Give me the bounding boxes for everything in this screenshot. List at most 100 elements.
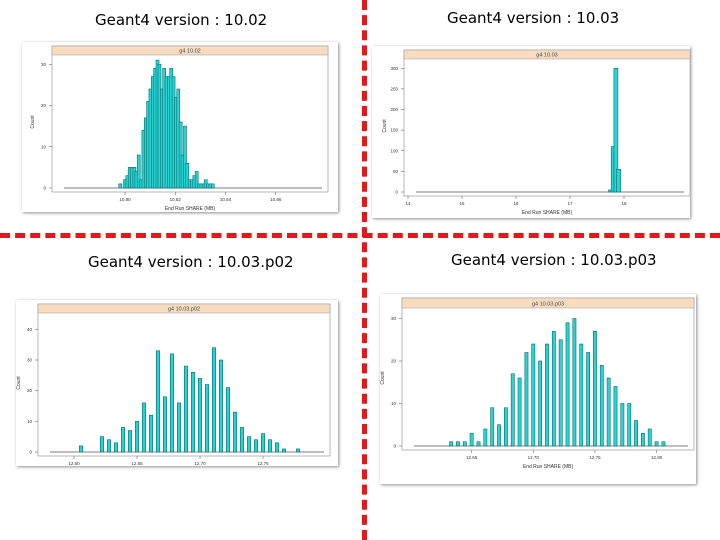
histogram-bar [184,365,189,453]
y-tick-label: 30 [27,358,33,363]
histogram-bar [497,424,501,447]
strip-label: g4 10.03.p02 [168,307,200,313]
x-tick-label: 12.75 [257,461,269,466]
histogram-bar [191,371,196,453]
panel-title-10-03-p03: Geant4 version : 10.03.p03 [451,251,657,269]
chart-svg: g4 10.02 0 10 20 30 10.80 10.82 10.84 10.86 End R… [30,45,329,212]
histogram-bar [107,439,112,453]
chart-svg: g4 10.03 0 50 100 150 200 250 300 14 15 16 17 18 End … [382,49,690,216]
x-axis-label: End Run SHARE (MB) [165,206,216,212]
histogram-bar [504,407,508,447]
x-tick-label: 10.82 [170,197,182,202]
y-axis-label: Count [16,376,22,390]
histogram-bar [545,343,549,447]
y-tick-label: 30 [391,316,397,321]
histogram-bar [247,436,252,453]
histogram-bar [572,318,577,447]
histogram-bar [620,403,625,447]
histogram-bar [142,402,147,453]
x-tick-label: 15 [459,201,465,206]
y-tick-label: 200 [390,107,398,112]
histogram-bar [640,432,645,447]
histogram-bar [274,442,279,453]
histogram-bar [121,427,126,453]
x-tick-label: 12.65 [466,455,478,460]
vertical-divider [362,0,367,540]
histogram-bar [226,387,231,453]
histogram-bar [210,183,215,189]
y-tick-label: 150 [390,128,398,133]
x-tick-label: 12.60 [68,461,80,466]
histogram-chart-10-03: g4 10.03 0 50 100 150 200 250 300 14 15 16 17 18 End … [372,46,690,218]
y-tick-label: 250 [390,86,398,91]
y-tick-label: 10 [41,144,47,149]
y-axis-label: Count [380,371,386,385]
histogram-bar [654,441,659,447]
x-tick-label: 12.65 [131,461,143,466]
histogram-bar [177,402,182,453]
histogram-bar [205,384,210,453]
x-tick-label: 10.84 [220,197,232,202]
strip-header [51,45,329,56]
strip-header [401,297,695,309]
histogram-bar [114,442,119,453]
histogram-bar [198,378,203,453]
histogram-bar [136,154,141,189]
y-tick-label: 100 [390,148,398,153]
histogram-bar [517,377,522,447]
histogram-bar [551,330,556,447]
histogram-bar [219,359,224,453]
y-tick-label: 10 [27,419,33,424]
histogram-bar [128,430,133,453]
histogram-bar [483,428,488,447]
histogram-bar [233,411,238,453]
y-axis-label: Count [382,119,388,133]
panel-title-10-03-p02: Geant4 version : 10.03.p02 [88,253,294,271]
x-tick-label: 12.70 [528,455,540,460]
histogram-bar [613,386,618,447]
y-tick-label: 20 [41,103,47,108]
histogram-bar [261,433,266,453]
histogram-bar [558,339,563,447]
histogram-bar [456,441,460,447]
histogram-bar [194,171,199,189]
chart-svg: g4 10.03.p02 0 10 20 30 40 12.60 12.65 12.70 12.7… [16,303,331,466]
histogram-bar [295,448,300,453]
histogram-bar [538,360,543,447]
histogram-bar [634,420,638,447]
histogram-bar [490,407,495,447]
x-tick-label: 18 [621,201,627,206]
y-tick-label: 0 [43,186,46,191]
y-tick-label: 300 [390,66,398,71]
histogram-bar [78,445,83,453]
histogram-bar [135,421,140,453]
histogram-bar [240,427,245,453]
histogram-bar [268,439,273,453]
strip-label: g4 10.03.p03 [532,302,564,308]
histogram-bar [449,441,454,447]
strip-label: g4 10.02 [179,49,200,55]
histogram-bar [156,350,161,453]
histogram-chart-10-03-p02: g4 10.03.p02 0 10 20 30 40 12.60 12.65 12.70 12.7… [16,300,338,466]
y-tick-label: 10 [391,401,397,406]
x-tick-label: 14 [405,201,411,206]
strip-header [403,49,690,60]
histogram-bar [462,441,467,447]
histogram-bar [579,343,584,447]
histogram-bar [593,330,597,447]
x-tick-label: 17 [567,201,573,206]
x-axis-label: End Run SHARE (MB) [523,464,574,470]
histogram-bar [254,439,259,453]
panel-title-10-02: Geant4 version : 10.02 [95,11,268,29]
x-tick-label: 12.75 [589,455,601,460]
x-tick-label: 12.80 [651,455,663,460]
y-axis-label: Count [30,115,36,129]
y-tick-label: 50 [393,169,399,174]
histogram-bar [281,448,286,453]
y-tick-label: 0 [29,450,32,455]
histogram-bar [531,343,536,447]
histogram-bar [163,396,168,453]
histogram-bar [616,169,621,193]
x-tick-label: 10.80 [119,197,131,202]
histogram-bar [100,436,105,453]
